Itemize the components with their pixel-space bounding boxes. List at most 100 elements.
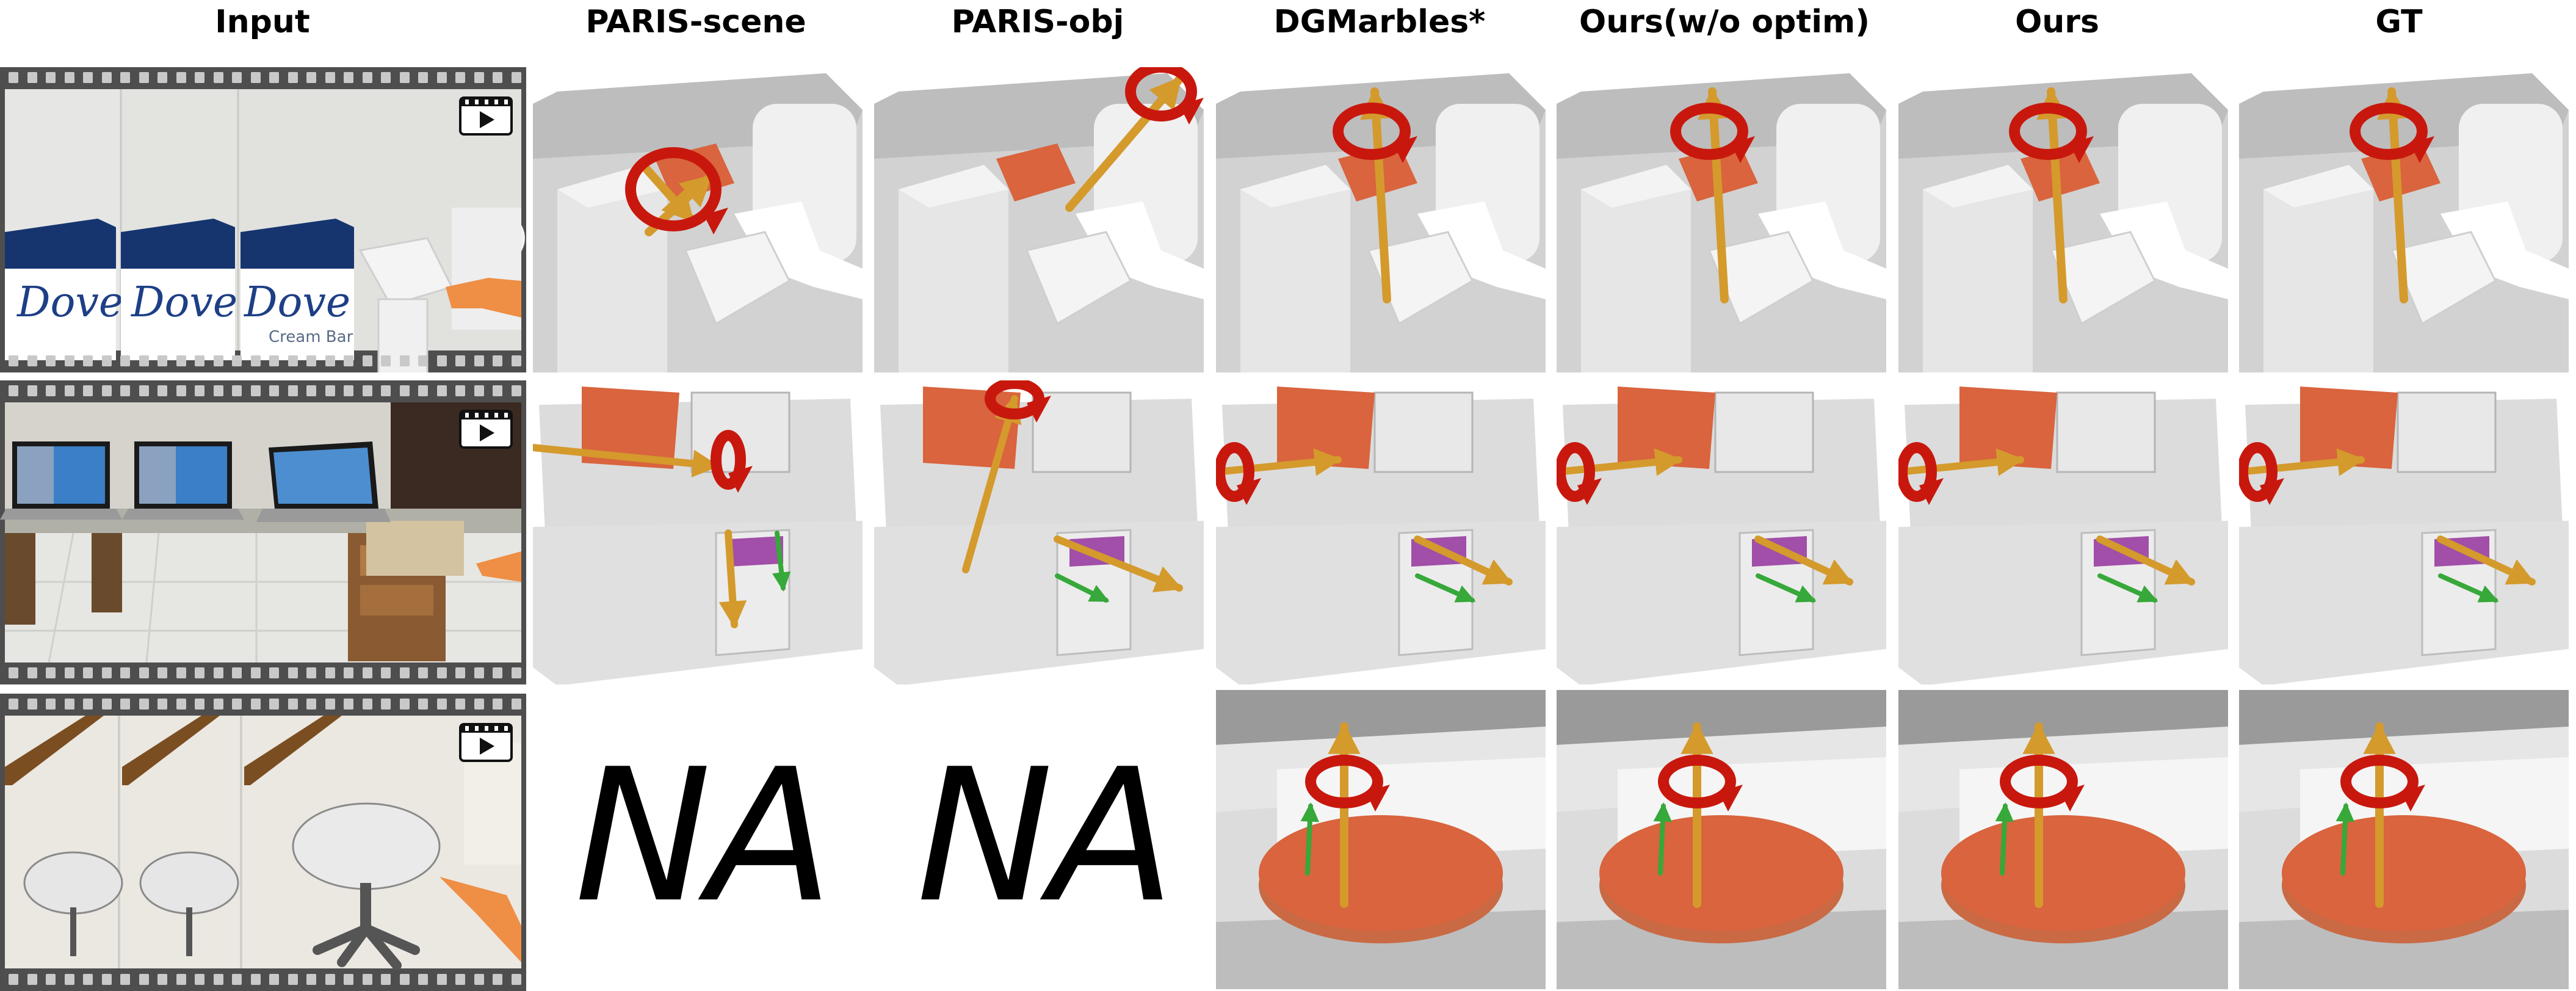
film-perforation: [139, 355, 149, 366]
film-perforation: [46, 72, 56, 83]
film-perforation: [362, 699, 372, 710]
film-perforation: [288, 72, 298, 83]
rotation-ring: [2009, 103, 2094, 163]
film-perforation: [306, 974, 316, 985]
rotation-ring: [1333, 103, 1417, 163]
film-perforation: [381, 667, 391, 678]
film-perforation: [232, 72, 242, 83]
column-header-paris-obj: PARIS-obj: [951, 4, 1124, 40]
translation-arrow: [1756, 573, 1817, 603]
film-perforation: [195, 667, 204, 678]
film-perforation: [418, 385, 428, 396]
film-perforation: [474, 699, 484, 710]
axis-arrow: [2437, 535, 2536, 586]
film-perforation: [101, 355, 112, 366]
film-perforation: [269, 355, 279, 366]
film-perforation: [511, 667, 521, 678]
film-perforation: [250, 72, 261, 83]
film-perforation: [157, 699, 167, 710]
film-perforation: [176, 974, 186, 985]
rotation-ring: [625, 147, 728, 234]
film-perforation: [418, 699, 428, 710]
laptop-lid-part: [1618, 387, 1715, 469]
film-perforation: [195, 385, 204, 396]
film-perforation: [455, 667, 465, 678]
film-perforation: [269, 385, 279, 396]
rotation-ring: [2340, 755, 2425, 811]
dove-box-2: Dove: [121, 219, 237, 360]
film-perforation: [232, 974, 242, 985]
film-perforation: [213, 385, 223, 396]
laptop-lid-part: [2300, 387, 2398, 469]
film-perforation: [157, 355, 167, 366]
film-perforation: [232, 667, 242, 678]
laptop-lid-part: [1277, 387, 1375, 469]
film-perforation: [344, 355, 353, 366]
film-perforation: [306, 699, 316, 710]
column-header-dgmarbles: DGMarbles*: [1273, 4, 1486, 40]
column-header-paris-scene: PARIS-scene: [585, 4, 806, 40]
dove-box-3: Dove Cream Bar: [241, 219, 354, 360]
film-perforation: [455, 72, 465, 83]
film-perforation: [120, 699, 130, 710]
film-perforation: [27, 72, 37, 83]
rotation-ring: [2350, 103, 2434, 163]
film-perforation: [195, 974, 204, 985]
articulated-part: [996, 143, 1076, 201]
film-perforation: [288, 385, 298, 396]
column-header-input: Input: [215, 4, 310, 40]
film-perforation: [362, 974, 372, 985]
film-perforation: [493, 699, 502, 710]
film-perforation: [269, 974, 279, 985]
film-perforation: [493, 355, 502, 366]
render-soap-dispenser-paris-obj: [874, 67, 1204, 372]
film-perforation: [362, 72, 372, 83]
render-round-table-ours-w-o-optim-: [1557, 690, 1886, 989]
column-header-ours-wo-optim: Ours(w/o optim): [1579, 4, 1870, 40]
render-soap-dispenser-ours-w-o-optim-: [1557, 67, 1886, 372]
film-perforation: [511, 72, 521, 83]
film-perforation: [27, 974, 37, 985]
render-soap-dispenser-paris-scene: [533, 67, 863, 372]
film-perforation: [139, 699, 149, 710]
video-icon: [459, 410, 513, 449]
film-perforation: [83, 355, 93, 366]
axis-arrow: [2239, 448, 2365, 476]
axis-arrow: [1216, 448, 1342, 476]
render-desk-laptop-drawer-paris-scene: [533, 380, 863, 684]
svg-text:Dove: Dove: [130, 278, 237, 327]
film-perforation: [232, 699, 242, 710]
film-perforation: [381, 699, 391, 710]
film-perforation: [27, 699, 37, 710]
film-perforation: [176, 72, 186, 83]
film-perforation: [493, 385, 502, 396]
film-perforation: [493, 72, 502, 83]
rotation-ring: [985, 380, 1051, 423]
film-perforation: [83, 385, 93, 396]
film-perforation: [101, 72, 112, 83]
table-top-part: [1599, 815, 1843, 931]
rotation-ring: [1670, 103, 1755, 163]
film-perforation: [418, 974, 428, 985]
render-desk-laptop-drawer-paris-obj: [874, 380, 1204, 684]
film-perforation: [9, 385, 18, 396]
film-perforation: [250, 974, 261, 985]
film-perforation: [269, 667, 279, 678]
film-perforation: [120, 385, 130, 396]
film-perforation: [64, 355, 74, 366]
film-perforation: [46, 974, 56, 985]
laptop-lid-part: [1959, 387, 2057, 469]
film-perforation: [511, 385, 521, 396]
axis-arrow: [1054, 535, 1183, 592]
rotation-ring: [1658, 755, 1743, 811]
film-perforation: [511, 699, 521, 710]
film-perforation: [83, 72, 93, 83]
film-perforation: [64, 667, 74, 678]
film-perforation: [64, 974, 74, 985]
film-perforation: [27, 385, 37, 396]
film-perforation: [306, 385, 316, 396]
render-round-table-gt: [2239, 690, 2569, 989]
film-perforation: [232, 385, 242, 396]
film-perforation: [120, 355, 130, 366]
